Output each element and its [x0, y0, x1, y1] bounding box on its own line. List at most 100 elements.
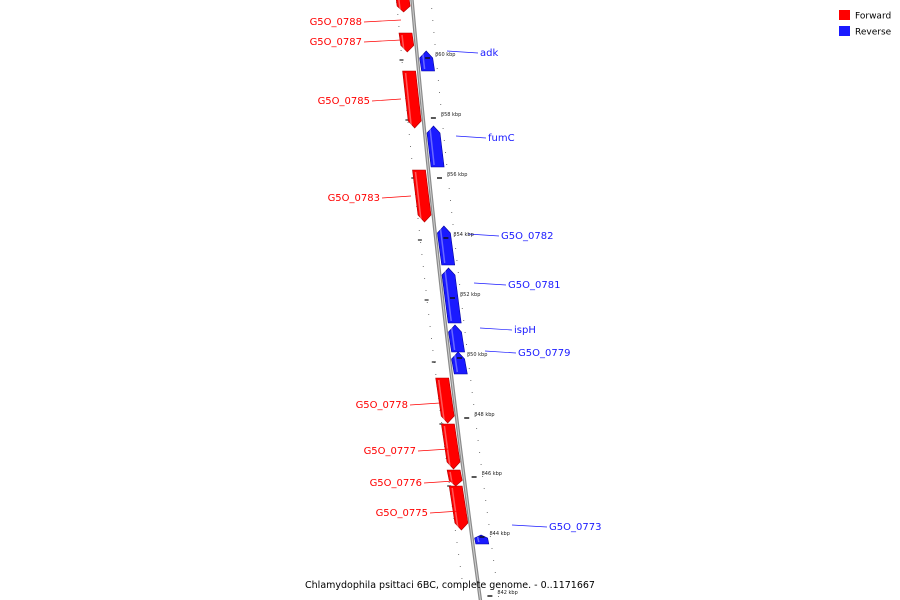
track-dot [418, 230, 420, 231]
gene-g5o-0787-label[interactable]: G5O_0787 [310, 37, 362, 48]
gene-adk-leader [446, 50, 479, 54]
gene-g5o-0781-label[interactable]: G5O_0781 [508, 280, 560, 291]
track-dot [480, 464, 482, 465]
gene-isph-leader [479, 327, 513, 331]
track-dot [445, 152, 446, 153]
track-dot [476, 428, 478, 429]
track-dot [457, 272, 459, 273]
gene-g5o-0785-label[interactable]: G5O_0785 [318, 96, 370, 107]
gene-g5o-0785-glyph[interactable] [402, 70, 422, 129]
gene-g5o-0783-leader [381, 195, 412, 199]
gene-shine [444, 269, 452, 322]
track-dot [432, 20, 434, 21]
track-dot [463, 590, 464, 591]
track-dot [498, 596, 499, 597]
gene-shine [437, 379, 445, 422]
gene-fumc-glyph[interactable] [426, 125, 445, 168]
track-dot [436, 68, 438, 69]
legend-reverse-label: Reverse [855, 28, 892, 38]
gene-g5o-0776-glyph[interactable] [446, 469, 463, 487]
track-dot [429, 326, 431, 327]
gene-features [395, 0, 490, 545]
gene-isph-label[interactable]: ispH [514, 325, 536, 336]
track-dot [474, 416, 476, 417]
gene-g5o-0783-label[interactable]: G5O_0783 [328, 193, 380, 204]
tick-label: 842 kbp [497, 590, 517, 596]
gene-g5o-0782-label[interactable]: G5O_0782 [501, 231, 553, 242]
gene-g5o-0779-label[interactable]: G5O_0779 [518, 348, 570, 359]
track-dot [431, 338, 432, 339]
gene-g5o-0773-label[interactable]: G5O_0773 [549, 522, 601, 533]
gene-g5o-0788-label[interactable]: G5O_0788 [310, 17, 362, 28]
gene-g5o-0776-label[interactable]: G5O_0776 [370, 478, 422, 489]
gene-g5o-0779-leader [484, 350, 517, 354]
position-ticks: 860 kbp 858 kbp 856 kbp 854 kbp 852 kbp 850 k… [425, 52, 518, 597]
tick-label: 848 kbp [474, 412, 494, 418]
track-dot [453, 518, 455, 519]
track-dot [452, 224, 454, 225]
track-dot [482, 476, 484, 477]
track-dot [441, 422, 443, 423]
track-dot [411, 158, 413, 159]
gene-g5o-0778-label[interactable]: G5O_0778 [356, 400, 408, 411]
track-dot [459, 566, 461, 567]
track-dot [489, 536, 491, 537]
track-dot [467, 356, 469, 357]
gene-isph-glyph[interactable] [448, 324, 465, 353]
track-dot [445, 458, 447, 459]
legend: Forward Reverse [839, 10, 892, 38]
gene-g5o-0788-glyph[interactable] [395, 0, 411, 13]
gene-g5o-0782-leader [467, 233, 500, 237]
track-dot [433, 32, 435, 33]
track-dot [435, 374, 437, 375]
gene-g5o-0777-label[interactable]: G5O_0777 [364, 446, 416, 457]
gene-g5o-0781-glyph[interactable] [441, 267, 462, 324]
tick-label: 860 kbp [435, 52, 455, 58]
track-dot [455, 248, 457, 249]
backbone-highlight [411, 0, 481, 600]
tick-label: 852 kbp [460, 292, 480, 298]
gene-g5o-0775-glyph[interactable] [448, 485, 469, 531]
gene-shine [421, 52, 426, 70]
track-dot [464, 332, 466, 333]
track-dot [424, 278, 426, 279]
tick-label: 850 kbp [467, 352, 487, 358]
gene-shine [451, 487, 459, 529]
gene-shine [414, 171, 422, 221]
gene-g5o-0773-glyph[interactable] [474, 534, 490, 545]
gene-g5o-0779-glyph[interactable] [451, 351, 468, 375]
track-dot [453, 236, 455, 237]
gene-g5o-0788-leader [363, 19, 402, 23]
track-dot [439, 410, 441, 411]
track-dot [428, 314, 430, 315]
track-dot [461, 308, 463, 309]
track-dot [451, 212, 453, 213]
track-dot [493, 560, 495, 561]
track-dot [463, 320, 465, 321]
track-dot [486, 512, 488, 513]
track-dot [458, 554, 460, 555]
track-dot [448, 482, 450, 483]
gene-g5o-0775-label[interactable]: G5O_0775 [376, 508, 428, 519]
track-dot [479, 452, 481, 453]
gene-g5o-0778-glyph[interactable] [435, 377, 455, 424]
gene-g5o-0787-glyph[interactable] [398, 32, 415, 53]
tick-label: 846 kbp [482, 471, 502, 477]
gene-g5o-0782-glyph[interactable] [437, 225, 456, 266]
tick-label: 856 kbp [447, 172, 467, 178]
gene-g5o-0777-glyph[interactable] [441, 423, 461, 470]
gene-adk-glyph[interactable] [419, 50, 435, 72]
track-dot [456, 260, 458, 261]
gene-g5o-0783-glyph[interactable] [412, 169, 432, 223]
gene-shine [443, 425, 451, 468]
gene-shine [449, 471, 453, 485]
track-dot [432, 350, 434, 351]
gene-adk-label[interactable]: adk [480, 48, 498, 59]
track-dot [397, 14, 399, 15]
track-dot [426, 302, 428, 303]
gene-fumc-label[interactable]: fumC [488, 133, 515, 144]
track-dot [459, 284, 461, 285]
track-dot [471, 392, 473, 393]
